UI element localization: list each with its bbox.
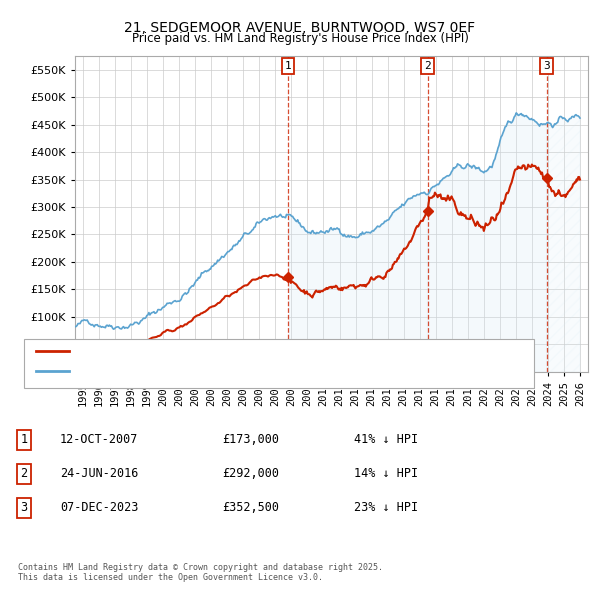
Text: Price paid vs. HM Land Registry's House Price Index (HPI): Price paid vs. HM Land Registry's House … <box>131 32 469 45</box>
Text: 2: 2 <box>424 61 431 71</box>
Text: 21, SEDGEMOOR AVENUE, BURNTWOOD, WS7 0EF (detached house): 21, SEDGEMOOR AVENUE, BURNTWOOD, WS7 0EF… <box>75 346 451 356</box>
Text: 2: 2 <box>20 467 28 480</box>
Text: 12-OCT-2007: 12-OCT-2007 <box>60 433 139 446</box>
Text: Contains HM Land Registry data © Crown copyright and database right 2025.
This d: Contains HM Land Registry data © Crown c… <box>18 563 383 582</box>
Text: 14% ↓ HPI: 14% ↓ HPI <box>354 467 418 480</box>
Text: £173,000: £173,000 <box>222 433 279 446</box>
Text: 41% ↓ HPI: 41% ↓ HPI <box>354 433 418 446</box>
Text: 21, SEDGEMOOR AVENUE, BURNTWOOD, WS7 0EF: 21, SEDGEMOOR AVENUE, BURNTWOOD, WS7 0EF <box>124 21 476 35</box>
Text: 23% ↓ HPI: 23% ↓ HPI <box>354 502 418 514</box>
Text: 24-JUN-2016: 24-JUN-2016 <box>60 467 139 480</box>
Text: 3: 3 <box>20 502 28 514</box>
Text: £352,500: £352,500 <box>222 502 279 514</box>
Text: HPI: Average price, detached house, Lichfield: HPI: Average price, detached house, Lich… <box>75 366 323 375</box>
Text: £292,000: £292,000 <box>222 467 279 480</box>
Text: 1: 1 <box>284 61 292 71</box>
Text: 1: 1 <box>20 433 28 446</box>
Text: 07-DEC-2023: 07-DEC-2023 <box>60 502 139 514</box>
Text: 3: 3 <box>543 61 550 71</box>
